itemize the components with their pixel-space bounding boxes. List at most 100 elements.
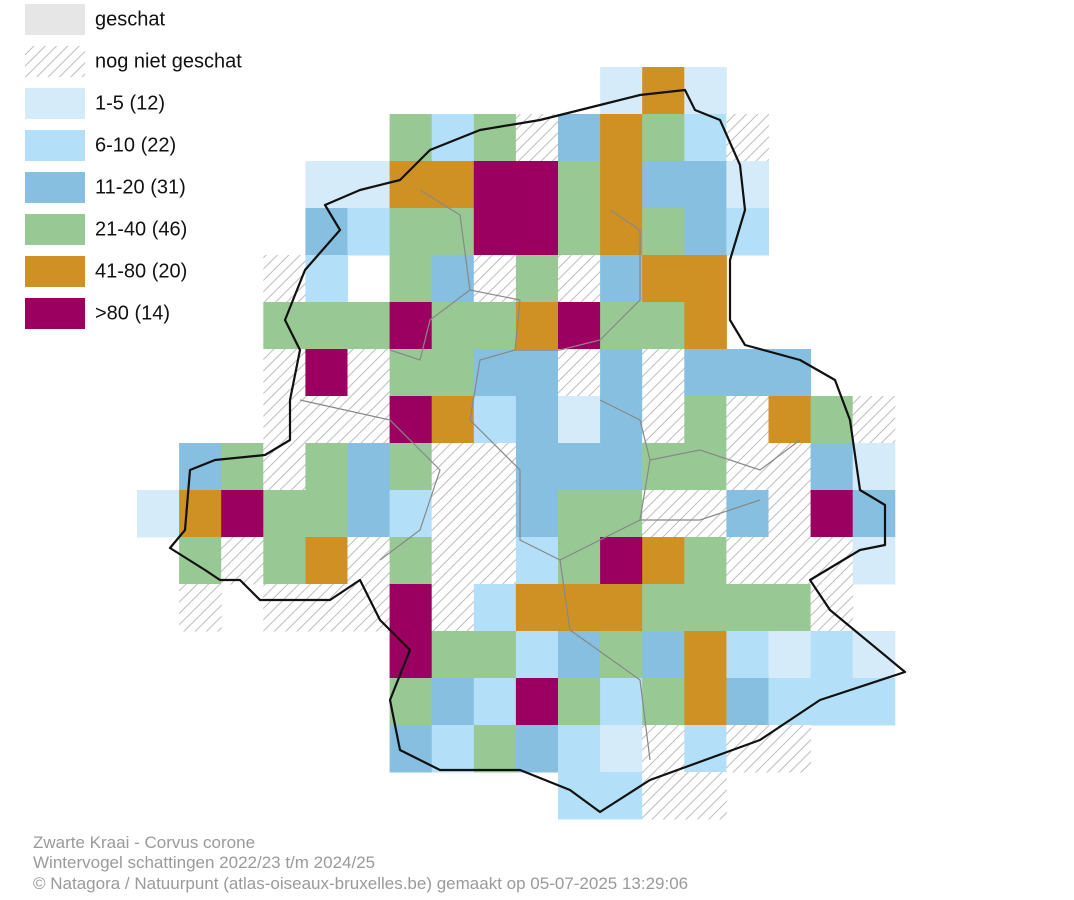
grid-cell (305, 208, 348, 256)
legend-swatch (25, 88, 85, 119)
grid-cell (768, 631, 812, 679)
grid-cell (600, 161, 643, 209)
grid-cell (726, 678, 769, 726)
grid-cell (305, 302, 348, 350)
grid-cell (852, 678, 896, 726)
grid-cell (558, 349, 601, 397)
grid-cell (431, 396, 475, 444)
grid-cell (473, 161, 517, 209)
grid-cell (600, 725, 643, 773)
grid-cell (684, 161, 727, 209)
grid-cell (431, 490, 475, 538)
grid-cell (389, 584, 433, 632)
grid-cell (642, 349, 685, 397)
grid-cell (515, 161, 559, 209)
grid-cell (515, 537, 559, 585)
grid-cell (515, 443, 559, 491)
grid-cell (726, 537, 769, 585)
legend: geschat nog niet geschat 1-5 (12) 6-10 (22)… (25, 4, 242, 329)
grid-cell (810, 490, 854, 538)
grid-cell (347, 302, 391, 350)
grid-cell (473, 443, 517, 491)
grid-cell (179, 584, 222, 632)
grid-cell (473, 396, 517, 444)
grid-cell (389, 302, 433, 350)
grid-cell (600, 678, 643, 726)
legend-label: 41-80 (20) (95, 260, 187, 282)
legend-label: 21-40 (46) (95, 218, 187, 240)
grid-cell (389, 255, 433, 303)
legend-swatch (25, 172, 85, 203)
grid-cell (642, 678, 685, 726)
grid-cell (221, 490, 264, 538)
grid-cell (263, 537, 306, 585)
grid-cell (642, 302, 685, 350)
grid-cell (558, 725, 601, 773)
grid-cell (389, 443, 433, 491)
grid-cell (515, 396, 559, 444)
grid-cell (852, 396, 896, 444)
grid-cell (684, 396, 727, 444)
grid-cell (642, 396, 685, 444)
grid-cell (768, 584, 812, 632)
grid-cell (347, 537, 391, 585)
grid-cell (684, 255, 727, 303)
grid-cell (600, 772, 643, 820)
grid-cell (600, 490, 643, 538)
grid-cell (473, 349, 517, 397)
legend-swatch (25, 256, 85, 287)
footer-credit: © Natagora / Natuurpunt (atlas-oiseaux-b… (33, 874, 688, 893)
grid-cell (263, 302, 306, 350)
grid-cell (431, 631, 475, 679)
legend-swatch (25, 214, 85, 245)
municipal-borders (299, 189, 801, 761)
grid-cell (768, 396, 812, 444)
grid-cell (515, 302, 559, 350)
grid-cell (642, 631, 685, 679)
footer-species: Zwarte Kraai - Corvus corone (33, 833, 255, 852)
grid-cell (305, 443, 348, 491)
legend-label: nog niet geschat (95, 50, 242, 72)
grid-cell (600, 584, 643, 632)
grid-cell (558, 302, 601, 350)
legend-swatch (25, 46, 85, 77)
grid-cell (642, 161, 685, 209)
grid-cell (347, 443, 391, 491)
grid-cell (515, 208, 559, 256)
grid-cell (810, 537, 854, 585)
grid-cell (431, 349, 475, 397)
grid-cell (263, 396, 306, 444)
grid-cell (600, 114, 643, 162)
grid-cell (558, 490, 601, 538)
grid-cell (852, 537, 896, 585)
legend-label: 11-20 (31) (95, 176, 186, 198)
grid-cell (600, 631, 643, 679)
grid-cell (431, 255, 475, 303)
legend-label: 1-5 (12) (95, 92, 165, 114)
grid-cell (473, 725, 517, 773)
grid-cell (684, 443, 727, 491)
grid-cell (684, 302, 727, 350)
grid-cells (137, 67, 896, 820)
grid-cell (473, 678, 517, 726)
grid-cell (431, 443, 475, 491)
grid-cell (642, 725, 685, 773)
legend-label: 6-10 (22) (95, 134, 176, 156)
grid-cell (389, 537, 433, 585)
legend-swatch (25, 4, 85, 35)
grid-cell (852, 631, 896, 679)
grid-cell (558, 537, 601, 585)
grid-cell (221, 537, 264, 585)
grid-cell (515, 255, 559, 303)
grid-cell (137, 490, 180, 538)
grid-cell (810, 443, 854, 491)
grid-cell (473, 114, 517, 162)
grid-cell (726, 396, 769, 444)
grid-cell (600, 443, 643, 491)
grid-cell (726, 490, 769, 538)
grid-cell (642, 584, 685, 632)
grid-cell (431, 302, 475, 350)
grid-cell (515, 349, 559, 397)
grid-cell (600, 537, 643, 585)
grid-cell (431, 114, 475, 162)
